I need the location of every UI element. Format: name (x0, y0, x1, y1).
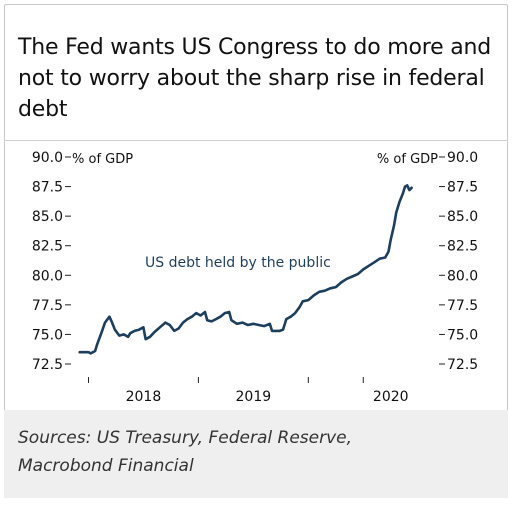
y-tick-label-left: 82.5 (32, 239, 63, 255)
sources-box: Sources: US Treasury, Federal Reserve, M… (4, 410, 508, 498)
y-tick-label-left: 72.5 (32, 357, 63, 373)
y-tick-label-right: 87.5 (447, 180, 478, 196)
y-tick-label-right: 80.0 (447, 268, 478, 284)
x-tick-label: 2020 (373, 389, 409, 405)
series-label: US debt held by the public (145, 255, 331, 271)
chart-title: The Fed wants US Congress to do more and… (18, 35, 492, 122)
chart-axes: 72.5 72.5 75.0 75.0 77.5 77.5 80.0 80.0 82.5 82.5… (32, 150, 478, 405)
y-tick-label-left: 90.0 (32, 150, 63, 166)
y-tick-label-right: 90.0 (447, 150, 478, 166)
x-tick-label: 2018 (126, 389, 162, 405)
line-chart: 72.5 72.5 75.0 75.0 77.5 77.5 80.0 80.0 82.5 82.5… (32, 150, 478, 405)
y-tick-label-right: 72.5 (447, 357, 478, 373)
sources-line-1: Sources: US Treasury, Federal Reserve, (18, 428, 353, 448)
series-line-us-debt (78, 184, 413, 355)
y-tick-label-left: 75.0 (32, 327, 63, 343)
sources-line-2: Macrobond Financial (18, 456, 194, 476)
y-tick-label-right: 85.0 (447, 209, 478, 225)
title-divider (4, 140, 508, 141)
y-tick-label-left: 77.5 (32, 298, 63, 314)
y-tick-label-left: 87.5 (32, 180, 63, 196)
x-tick-label: 2019 (236, 389, 272, 405)
y-tick-label-right: 75.0 (447, 327, 478, 343)
y-unit-right: % of GDP (377, 152, 438, 167)
y-unit-left: % of GDP (72, 152, 133, 167)
y-tick-label-left: 85.0 (32, 209, 63, 225)
y-tick-label-left: 80.0 (32, 268, 63, 284)
y-tick-label-right: 82.5 (447, 239, 478, 255)
y-tick-label-right: 77.5 (447, 298, 478, 314)
